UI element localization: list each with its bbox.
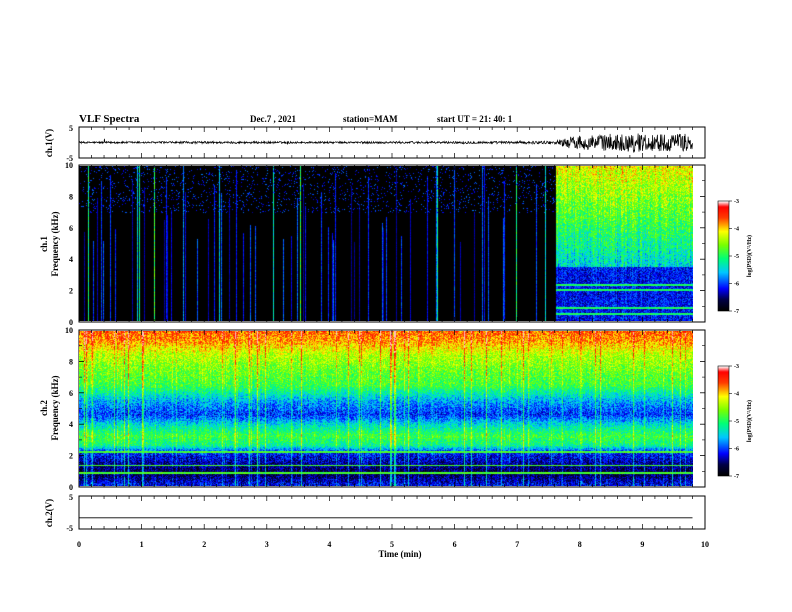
colorbar-tick-label: -7 [734, 474, 739, 480]
ytick-label: 2 [69, 287, 73, 296]
colorbar-tick-label: -5 [734, 419, 739, 425]
station-label: station=MAM [343, 114, 398, 124]
ytick-label: 6 [69, 224, 73, 233]
waveform-panel-ch2: 5 -5 ch.2(V) [44, 493, 706, 533]
ylabel-ch1-spec-line1: ch.1 [39, 236, 49, 252]
ytick-label: 0 [69, 318, 73, 327]
xtick-label: 10 [701, 540, 709, 549]
waveform-trace-ch1 [78, 133, 693, 153]
xtick-label: 9 [640, 540, 644, 549]
colorbar-label-ch2: log(PSD)(V²/Hz) [746, 400, 753, 442]
ytick-ch1-top: 5 [69, 124, 73, 133]
start-time-label: start UT = 21: 40: 1 [437, 114, 513, 124]
ylabel-ch2-wave: ch.2(V) [44, 499, 54, 527]
xtick-label: 7 [515, 540, 519, 549]
ylabel-ch1-spec-line2: Frequency (kHz) [50, 211, 60, 276]
ylabel-ch2-spec-line1: ch.2 [39, 400, 49, 416]
xaxis-label: Time (min) [378, 549, 421, 559]
ytick-label: 8 [69, 357, 73, 366]
ytick-label: 6 [69, 389, 73, 398]
colorbar-tick-label: -4 [734, 392, 739, 398]
colorbar-tick-label: -7 [734, 309, 739, 315]
spectrogram-panel-ch1: 0 2 4 6 8 10 ch.1 Frequency (kHz) [39, 161, 706, 327]
colorbar-tick-label: -6 [734, 447, 739, 453]
ytick-label: 4 [69, 420, 73, 429]
xtick-label: 4 [327, 540, 331, 549]
ytick-ch2-bottom: -5 [66, 524, 73, 533]
spectrogram-panel-ch2: 0 2 4 6 8 10 ch.2 Frequency (kHz) [39, 326, 706, 492]
ytick-label: 2 [69, 452, 73, 461]
waveform-panel-ch1: 5 -5 ch.1(V) [44, 124, 706, 163]
xtick-label: 3 [265, 540, 269, 549]
spectrogram-image-ch1 [79, 166, 693, 321]
ytick-label: 8 [69, 192, 73, 201]
colorbar-tick-label: -3 [734, 199, 739, 205]
spectrogram-image-ch2 [79, 331, 693, 486]
ylabel-ch2-spec-line2: Frequency (kHz) [50, 375, 60, 440]
ylabel-ch1-wave: ch.1(V) [44, 129, 54, 157]
ytick-label: 10 [65, 161, 73, 170]
colorbar-ch2: -3 -4 -5 -6 -7 log(PSD)(V²/Hz) [717, 364, 753, 480]
figure-title: VLF Spectra [79, 113, 140, 125]
colorbar-tick-label: -5 [734, 254, 739, 260]
xtick-label: 0 [77, 540, 81, 549]
ytick-label: 0 [69, 483, 73, 492]
colorbar-label-ch1: log(PSD)(V²/Hz) [746, 235, 753, 277]
xtick-label: 1 [140, 540, 144, 549]
xtick-label: 5 [390, 540, 394, 549]
date-label: Dec.7 , 2021 [250, 114, 296, 124]
ytick-ch2-top: 5 [69, 493, 73, 502]
ytick-ch1-bottom: -5 [66, 154, 73, 163]
xtick-label: 6 [453, 540, 457, 549]
colorbar-gradient-ch2 [718, 366, 729, 476]
colorbar-tick-label: -4 [734, 227, 739, 233]
ytick-label: 4 [69, 255, 73, 264]
colorbar-ch1: -3 -4 -5 -6 -7 log(PSD)(V²/Hz) [717, 199, 753, 315]
colorbar-tick-label: -3 [734, 364, 739, 370]
colorbar-gradient-ch1 [718, 201, 729, 311]
xtick-label: 2 [202, 540, 206, 549]
xtick-label: 8 [578, 540, 582, 549]
colorbar-tick-label: -6 [734, 282, 739, 288]
ytick-label: 10 [65, 326, 73, 335]
